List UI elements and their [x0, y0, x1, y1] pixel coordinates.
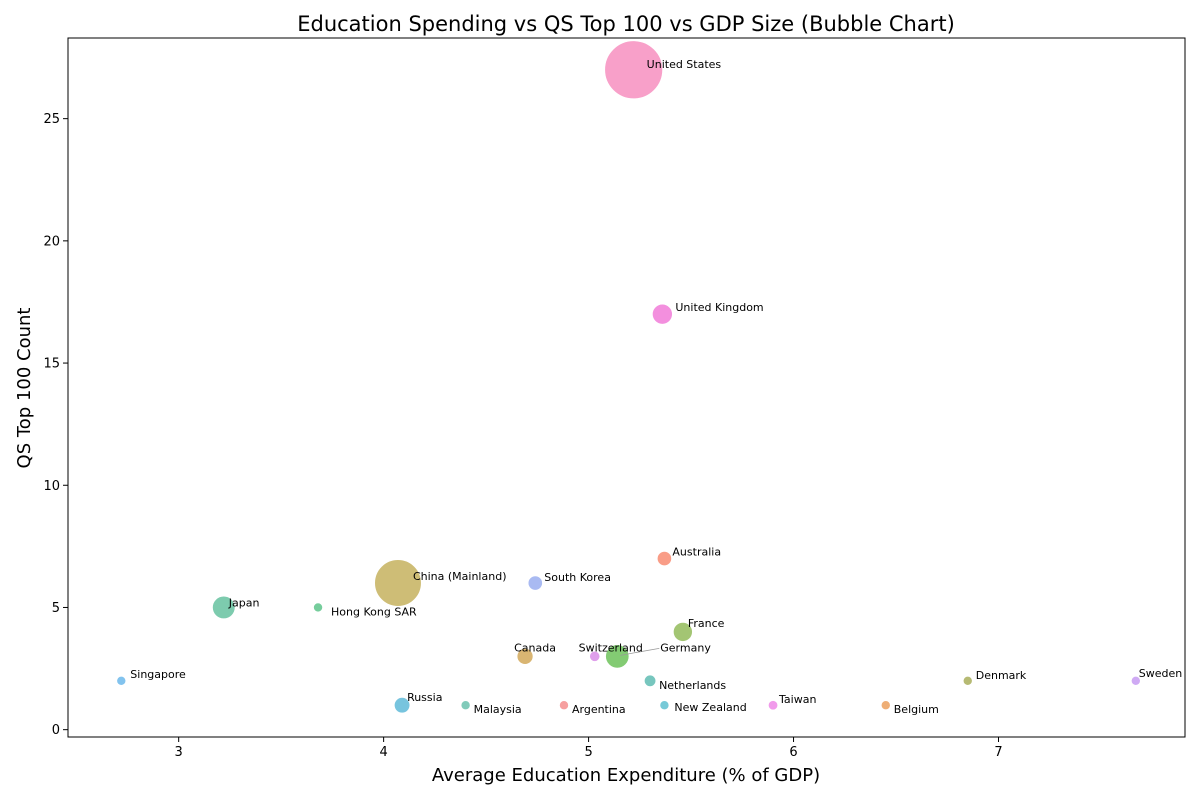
bubble	[313, 602, 324, 613]
bubble	[880, 700, 891, 711]
bubble-label: Switzerland	[579, 641, 643, 654]
y-tick-label: 10	[43, 479, 60, 494]
bubble-label: China (Mainland)	[413, 570, 507, 583]
bubble	[393, 696, 411, 714]
bubble-label: Malaysia	[474, 703, 522, 716]
bubble-label: South Korea	[544, 571, 611, 584]
bubble-label: Hong Kong SAR	[331, 605, 417, 618]
bubble-label: Argentina	[572, 703, 626, 716]
y-tick-label: 15	[43, 357, 60, 372]
bubble-labels-layer: United States United Kingdom Australia Chin…	[130, 58, 1182, 716]
bubble	[962, 675, 973, 686]
leader-line	[620, 647, 660, 656]
y-tick-label: 0	[52, 723, 60, 738]
bubble	[516, 647, 534, 665]
bubble	[767, 700, 779, 711]
bubble-label: France	[688, 617, 725, 630]
y-axis: 0 5 10 15 20 25	[43, 112, 68, 738]
bubble	[212, 595, 236, 620]
chart-title: Education Spending vs QS Top 100 vs GDP …	[297, 12, 955, 36]
y-tick-label: 25	[43, 112, 60, 127]
bubbles-layer	[116, 40, 1141, 714]
bubble-label: Canada	[514, 641, 556, 654]
bubble	[659, 700, 670, 711]
bubble-label: United Kingdom	[675, 301, 763, 314]
bubble	[604, 40, 664, 100]
bubble-label: Netherlands	[659, 679, 726, 692]
bubble	[589, 650, 601, 662]
x-tick-label: 6	[789, 745, 797, 760]
leader-lines-layer	[620, 647, 660, 656]
y-tick-label: 20	[43, 234, 60, 249]
x-tick-label: 5	[584, 745, 592, 760]
bubble	[656, 550, 673, 567]
bubble-label: Russia	[407, 691, 442, 704]
bubble	[116, 675, 127, 686]
x-axis: 3 4 5 6 7	[175, 737, 1003, 760]
x-tick-label: 3	[175, 745, 183, 760]
y-tick-label: 5	[52, 601, 60, 616]
bubble	[558, 700, 569, 711]
bubble-label: United States	[647, 58, 722, 71]
bubble-label: Belgium	[894, 703, 939, 716]
plot-area: United States United Kingdom Australia Chin…	[67, 37, 1186, 738]
bubble-label: Taiwan	[778, 693, 816, 706]
bubble-label: New Zealand	[674, 701, 746, 714]
bubble	[643, 674, 657, 687]
bubble-label: Singapore	[130, 668, 186, 681]
bubble-label: Japan	[228, 596, 260, 609]
bubble	[605, 644, 630, 669]
bubble	[1130, 675, 1141, 686]
bubble-label: Denmark	[976, 669, 1027, 682]
bubble-label: Sweden	[1139, 667, 1182, 680]
x-tick-label: 4	[379, 745, 387, 760]
plot-frame	[67, 37, 1186, 738]
y-axis-title: QS Top 100 Count	[14, 308, 35, 469]
bubble	[672, 621, 693, 642]
bubble	[374, 559, 422, 607]
bubble-label: Germany	[660, 641, 711, 654]
bubble	[527, 575, 543, 591]
bubble	[460, 700, 471, 711]
bubble-label: Australia	[672, 546, 721, 559]
x-tick-label: 7	[994, 745, 1002, 760]
bubble	[651, 303, 673, 325]
x-axis-title: Average Education Expenditure (% of GDP)	[432, 765, 820, 786]
